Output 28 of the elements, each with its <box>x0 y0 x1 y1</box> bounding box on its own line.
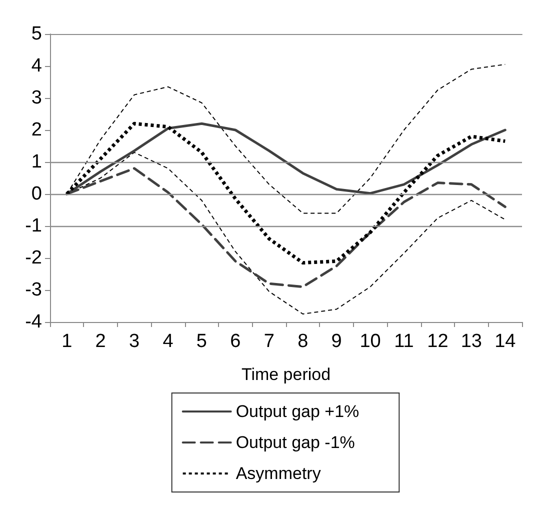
y-tick-label: -2 <box>25 248 42 268</box>
y-tick-label: 3 <box>31 88 42 108</box>
y-tick-label: 2 <box>31 120 42 140</box>
legend-label: Output gap -1% <box>236 433 355 452</box>
x-tick-label: 10 <box>360 331 381 352</box>
x-tick-label: 9 <box>331 331 342 352</box>
x-tick-label: 14 <box>494 331 516 352</box>
y-tick-label: -1 <box>25 216 42 236</box>
y-tick-label: 5 <box>31 24 42 44</box>
x-tick-label: 2 <box>95 331 106 352</box>
x-tick-label: 8 <box>298 331 308 352</box>
x-tick-label: 3 <box>128 331 140 352</box>
x-tick-label: 5 <box>196 331 208 352</box>
x-tick-label: 12 <box>427 331 448 352</box>
x-axis-title: Time period <box>241 365 331 384</box>
y-tick-label: -4 <box>25 312 42 332</box>
legend-label: Output gap +1% <box>236 402 360 421</box>
x-tick-label: 11 <box>394 331 414 352</box>
y-tick-label: 4 <box>31 56 42 76</box>
legend-label: Asymmetry <box>236 464 322 483</box>
x-tick-label: 4 <box>162 331 174 352</box>
x-tick-label: 13 <box>460 331 482 352</box>
x-tick-label: 7 <box>264 331 274 352</box>
x-tick-label: 6 <box>230 331 241 352</box>
y-tick-label: 0 <box>31 184 42 204</box>
y-tick-label: -3 <box>25 280 42 300</box>
y-tick-label: 1 <box>31 152 42 172</box>
x-tick-label: 1 <box>62 331 72 352</box>
